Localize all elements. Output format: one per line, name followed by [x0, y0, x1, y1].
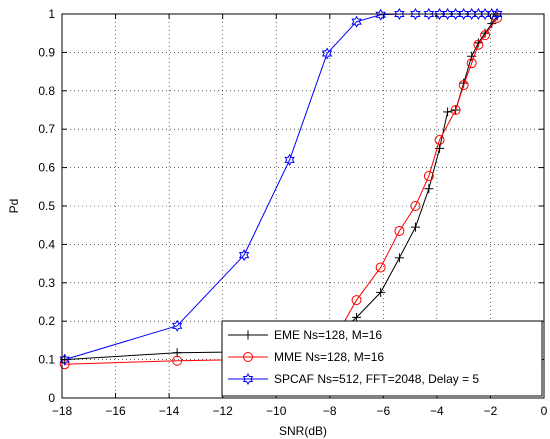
data-point-eme: [424, 184, 434, 194]
x-tick-label: −4: [430, 404, 444, 418]
x-tick-label: −10: [266, 404, 287, 418]
legend: EME Ns=128, M=16 MME Ns=128, M=16 SPCAF Ns…: [221, 320, 543, 397]
data-point-mme: [450, 105, 461, 115]
legend-entry-mme: MME Ns=128, M=16: [228, 350, 384, 364]
legend-marker: [243, 352, 253, 362]
x-axis-label: SNR(dB): [279, 424, 327, 438]
data-point-spcaf: [321, 47, 333, 60]
x-tick-label: −12: [212, 404, 233, 418]
data-point-eme: [376, 287, 386, 297]
data-point-eme: [172, 348, 182, 358]
y-axis-label: Pd: [7, 199, 21, 214]
legend-entry-eme: EME Ns=128, M=16: [228, 328, 382, 342]
y-tick-label: 0.8: [38, 84, 55, 98]
y-tick-label: 0.3: [38, 276, 55, 290]
ticks: −18 −16 −14 −12 −10 −8 −6 −4 −2 0 0 0.1 0.2 0.3 0.4 0.5…: [38, 7, 547, 418]
legend-marker: [243, 330, 253, 340]
legend-label: MME Ns=128, M=16: [274, 350, 384, 364]
data-point-eme: [443, 107, 453, 117]
y-tick-label: 0.1: [38, 353, 55, 367]
data-point-spcaf: [238, 249, 250, 262]
data-point-eme: [410, 222, 420, 232]
y-tick-label: 0.9: [38, 45, 55, 59]
data-point-mme: [466, 58, 477, 69]
legend-entry-spcaf: SPCAF Ns=512, FFT=2048, Delay = 5: [228, 372, 479, 386]
data-point-mme: [473, 39, 484, 50]
y-tick-label: 1: [48, 7, 55, 21]
data-point-eme: [394, 253, 404, 263]
data-point-mme: [375, 262, 386, 273]
data-point-spcaf: [284, 153, 295, 166]
data-point-spcaf: [171, 319, 183, 332]
data-point-spcaf: [375, 8, 386, 21]
data-point-spcaf: [351, 15, 362, 28]
x-tick-label: −18: [52, 404, 73, 418]
x-tick-label: −14: [159, 404, 180, 418]
y-tick-label: 0.7: [38, 122, 55, 136]
x-tick-label: 0: [541, 404, 548, 418]
data-point-mme: [423, 171, 434, 182]
x-tick-label: −8: [323, 404, 337, 418]
x-tick-label: −2: [484, 404, 498, 418]
data-point-mme: [458, 80, 469, 91]
y-tick-label: 0.5: [38, 199, 55, 213]
y-tick-label: 0.4: [38, 237, 55, 251]
data-point-mme: [410, 201, 421, 211]
grid: [62, 14, 544, 398]
data-point-spcaf: [423, 8, 435, 20]
x-tick-label: −16: [105, 404, 126, 418]
data-point-spcaf: [59, 353, 70, 366]
data-point-mme: [480, 30, 491, 41]
data-point-mme: [172, 355, 183, 366]
legend-box: [221, 320, 543, 397]
data-point-mme: [434, 134, 445, 145]
y-tick-label: 0.6: [38, 161, 55, 175]
legend-label: EME Ns=128, M=16: [274, 328, 382, 342]
x-tick-label: −6: [376, 404, 390, 418]
legend-marker: [242, 373, 254, 385]
data-point-spcaf: [410, 8, 421, 20]
data-point-mme: [394, 225, 405, 236]
data-point-spcaf: [394, 8, 405, 20]
legend-label: SPCAF Ns=512, FFT=2048, Delay = 5: [274, 372, 479, 386]
data-point-eme: [487, 19, 497, 29]
y-tick-label: 0.2: [38, 314, 55, 328]
y-tick-label: 0: [48, 391, 55, 405]
data-point-mme: [351, 295, 362, 306]
data-point-eme: [352, 312, 362, 322]
data-point-spcaf: [491, 8, 503, 20]
